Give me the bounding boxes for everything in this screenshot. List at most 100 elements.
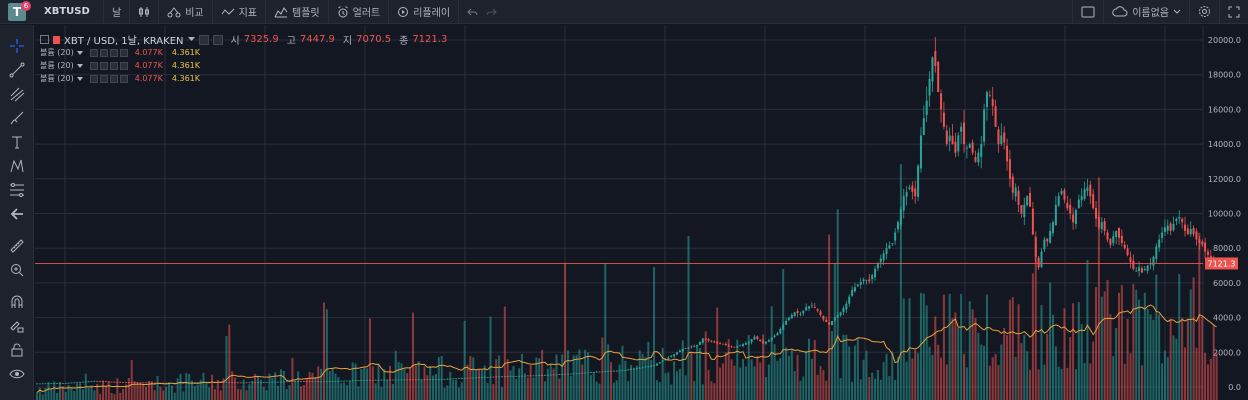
- volume-bar: [684, 375, 687, 400]
- candle-body: [770, 337, 773, 341]
- volume-bar: [988, 365, 991, 400]
- indicator-buttons[interactable]: [89, 74, 128, 83]
- candle-body: [498, 376, 501, 378]
- volume-bar: [489, 316, 492, 400]
- volume-bar: [1054, 346, 1057, 400]
- symbol-search[interactable]: XBTUSD: [34, 0, 104, 24]
- volume-bar: [363, 367, 366, 400]
- volume-bar: [1132, 283, 1135, 400]
- volume-indicator-row[interactable]: 볼륨 (20) 4.077K 4.361K: [40, 47, 200, 58]
- app-logo[interactable]: T 6: [0, 0, 34, 24]
- volume-bar: [47, 382, 50, 400]
- price-chart[interactable]: 20000.0 18000.0 16000.0 14000.0 12000.0 10000…: [35, 25, 1248, 400]
- series-hide-icon[interactable]: [212, 34, 223, 45]
- undo-icon[interactable]: [467, 7, 478, 17]
- indicator-buttons[interactable]: [89, 61, 128, 70]
- layout-square-icon: [1081, 6, 1095, 17]
- top-toolbar: T 6 XBTUSD 날 비교 지표 템플릿 얼러트 리플레이: [0, 0, 1248, 24]
- volume-bar: [242, 379, 245, 400]
- zoom-tool[interactable]: [8, 261, 26, 279]
- candle-body: [133, 382, 136, 384]
- volume-bar: [888, 376, 891, 400]
- crosshair-tool[interactable]: [8, 37, 26, 55]
- volume-indicator-row[interactable]: 볼륨 (20) 4.077K 4.361K: [40, 73, 200, 84]
- ruler-tool[interactable]: [8, 237, 26, 255]
- compare-button[interactable]: 비교: [159, 0, 213, 24]
- lock-drawings-tool[interactable]: [8, 317, 26, 335]
- indicator-buttons[interactable]: [89, 48, 128, 57]
- interval-button[interactable]: 날: [104, 0, 131, 24]
- volume-bar: [1049, 282, 1052, 400]
- lock-tool[interactable]: [8, 341, 26, 359]
- candle-body: [64, 383, 67, 384]
- fullscreen-chart-button[interactable]: [1072, 0, 1105, 24]
- layout-name-button[interactable]: 이름없음: [1104, 0, 1190, 24]
- volume-bar: [1126, 318, 1129, 400]
- volume-bar: [673, 361, 676, 400]
- visibility-tool[interactable]: [8, 365, 26, 383]
- volume-bar: [173, 392, 176, 400]
- candle-body: [676, 352, 679, 355]
- volume-bar: [830, 331, 833, 400]
- volume-bar: [1175, 338, 1178, 400]
- volume-bar: [736, 339, 739, 400]
- alert-button[interactable]: 얼러트: [329, 0, 390, 24]
- candle-body: [589, 372, 592, 374]
- chevron-down-icon[interactable]: [187, 37, 195, 42]
- volume-bar: [440, 355, 443, 400]
- fib-tool[interactable]: [8, 181, 26, 199]
- volume-bar: [940, 357, 943, 400]
- candle-body: [457, 378, 460, 380]
- volume-indicator-row[interactable]: 볼륨 (20) 4.077K 4.361K: [40, 60, 200, 71]
- hide-toolbar-tool[interactable]: [8, 205, 26, 223]
- candle-body: [236, 382, 239, 384]
- volume-bar: [704, 331, 707, 400]
- volume-bar: [127, 378, 130, 400]
- volume-bar: [466, 364, 469, 400]
- series-settings-icon[interactable]: [198, 34, 209, 45]
- candle-body: [1023, 204, 1026, 218]
- magnet-tool[interactable]: [8, 293, 26, 311]
- candle-body: [644, 366, 647, 368]
- volume-bar: [894, 379, 897, 400]
- templates-button[interactable]: 템플릿: [266, 0, 329, 24]
- candle-body: [1095, 207, 1098, 219]
- volume-bar: [532, 377, 535, 400]
- candle-body: [409, 379, 412, 381]
- series-title[interactable]: XBT / USD, 1날, KRAKEN: [64, 36, 184, 47]
- fullscreen-button[interactable]: [1220, 0, 1248, 24]
- volume-bar: [925, 305, 928, 400]
- volume-bar: [116, 378, 119, 400]
- chart-type-button[interactable]: [130, 0, 160, 24]
- volume-bar: [414, 364, 417, 400]
- brush-tool[interactable]: [8, 109, 26, 127]
- candle-body: [1014, 187, 1017, 197]
- text-tool[interactable]: [8, 133, 26, 151]
- volume-bar: [205, 383, 208, 400]
- trend-line-tool[interactable]: [8, 61, 26, 79]
- volume-bar: [908, 298, 911, 400]
- volume-bar: [1000, 344, 1003, 400]
- volume-bar: [767, 364, 770, 400]
- volume-bar: [417, 361, 420, 400]
- replay-button[interactable]: 리플레이: [389, 0, 460, 24]
- candle-body: [437, 379, 440, 380]
- volume-bar: [635, 365, 638, 400]
- collapse-legend-icon[interactable]: [40, 35, 49, 44]
- candle-body: [102, 381, 105, 383]
- pitchfork-tool[interactable]: [8, 85, 26, 103]
- indicators-button[interactable]: 지표: [213, 0, 267, 24]
- candle-body: [710, 341, 713, 342]
- candle-body: [1060, 190, 1063, 194]
- volume-bar: [790, 349, 793, 400]
- candle-body: [739, 345, 742, 347]
- low-label: 지: [342, 36, 353, 47]
- redo-icon[interactable]: [486, 7, 497, 17]
- candle-body: [787, 317, 790, 321]
- price-tick-label: 2000.0: [1213, 348, 1241, 357]
- settings-button[interactable]: [1190, 0, 1220, 24]
- candle-body: [311, 381, 314, 382]
- pattern-tool[interactable]: [8, 157, 26, 175]
- candle-body: [919, 135, 922, 169]
- chart-pane[interactable]: 20000.0 18000.0 16000.0 14000.0 12000.0 10000…: [35, 25, 1248, 400]
